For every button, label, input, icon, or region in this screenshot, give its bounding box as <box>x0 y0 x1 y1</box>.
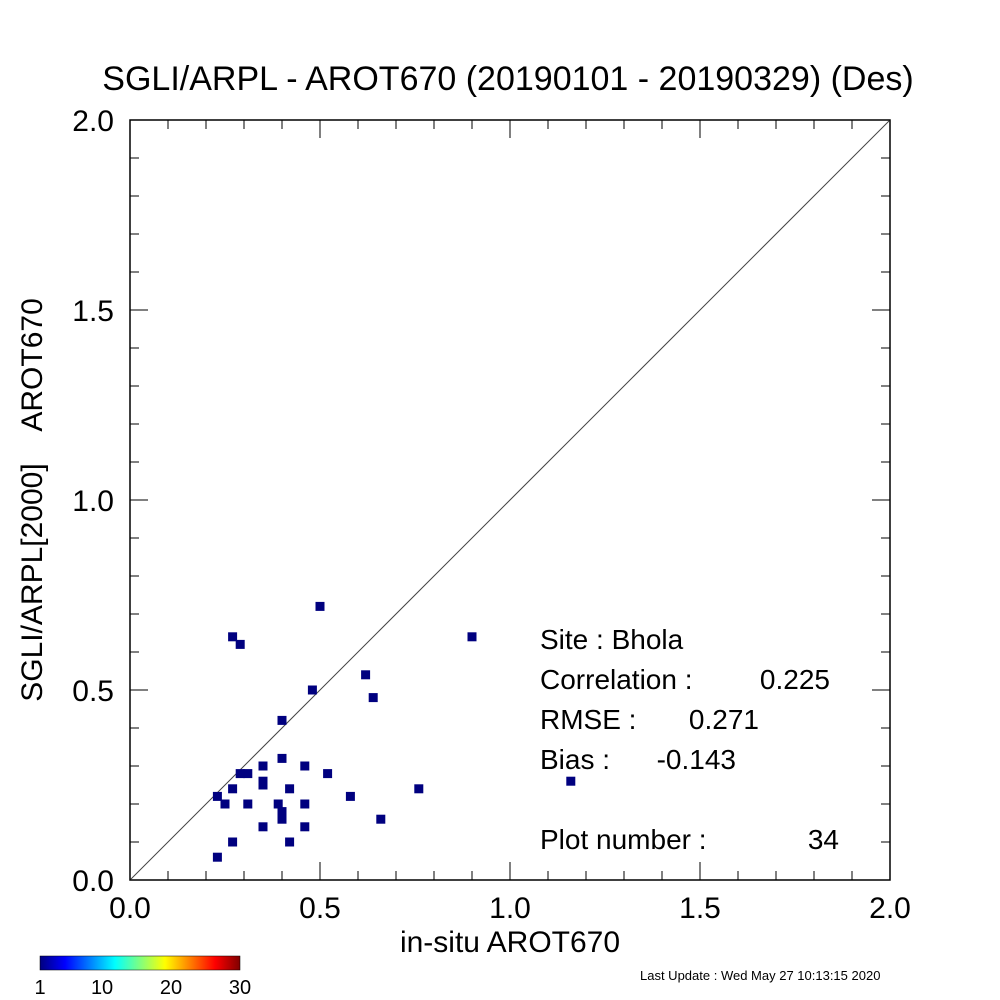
colorbar-tick-label: 20 <box>160 977 182 999</box>
data-point <box>258 761 268 771</box>
data-point <box>300 822 310 832</box>
data-point <box>315 601 325 611</box>
data-point <box>467 632 477 642</box>
one-to-one-line <box>129 119 891 881</box>
data-point <box>376 814 386 824</box>
site-label: Site : Bhola <box>540 624 684 655</box>
y-tick-labels: 0.0 0.5 1.0 1.5 2.0 <box>72 105 114 898</box>
data-points <box>212 601 576 862</box>
data-point <box>243 799 253 809</box>
data-point <box>361 670 371 680</box>
data-point <box>273 799 283 809</box>
x-tick-labels: 0.0 0.5 1.0 1.5 2.0 <box>109 892 911 925</box>
y-tick-label: 1.0 <box>72 485 114 518</box>
correlation-value: 0.225 <box>760 664 830 695</box>
x-axis-label: in-situ AROT670 <box>400 926 620 959</box>
y-tick-label: 0.0 <box>72 865 114 898</box>
data-point <box>277 753 287 763</box>
data-point <box>285 784 295 794</box>
data-point <box>212 791 222 801</box>
data-point <box>277 715 287 725</box>
data-point <box>235 769 245 779</box>
data-point <box>228 784 238 794</box>
colorbar <box>39 955 241 971</box>
rmse-value: 0.271 <box>689 704 759 735</box>
chart-title: SGLI/ARPL - AROT670 (20190101 - 20190329… <box>102 60 913 98</box>
x-tick-label: 0.0 <box>109 892 151 925</box>
correlation-label: Correlation : <box>540 664 693 695</box>
plot-number-label: Plot number : <box>540 824 707 855</box>
data-point <box>300 761 310 771</box>
colorbar-tick-label: 1 <box>34 977 45 999</box>
data-point <box>258 822 268 832</box>
data-point <box>277 814 287 824</box>
colorbar-tick-label: 30 <box>229 977 251 999</box>
data-point <box>323 769 333 779</box>
data-point <box>258 780 268 790</box>
y-axis-label: SGLI/ARPL[2000] AROT670 <box>16 298 49 702</box>
last-update-text: Last Update : Wed May 27 10:13:15 2020 <box>640 968 881 983</box>
data-point <box>277 807 287 817</box>
y-tick-label: 0.5 <box>72 675 114 708</box>
colorbar-tick-label: 10 <box>91 977 113 999</box>
data-point <box>235 639 245 649</box>
bias-label: Bias : <box>540 744 610 775</box>
stats-annotations: Site : Bhola Correlation : 0.225 RMSE : … <box>540 624 839 855</box>
x-ticks <box>129 120 891 880</box>
x-tick-label: 2.0 <box>869 892 911 925</box>
x-tick-label: 1.5 <box>679 892 721 925</box>
data-point <box>300 799 310 809</box>
data-point <box>220 799 230 809</box>
y-ticks <box>130 119 890 881</box>
data-point <box>285 837 295 847</box>
data-point <box>414 784 424 794</box>
data-point <box>228 632 238 642</box>
data-point <box>243 769 253 779</box>
data-point <box>307 685 317 695</box>
plot-number-value: 34 <box>808 824 839 855</box>
colorbar-tick-labels: 1 10 20 30 <box>34 977 251 999</box>
x-tick-label: 0.5 <box>299 892 341 925</box>
rmse-label: RMSE : <box>540 704 636 735</box>
data-point <box>228 837 238 847</box>
bias-value: -0.143 <box>657 744 736 775</box>
y-tick-label: 1.5 <box>72 295 114 328</box>
y-tick-label: 2.0 <box>72 105 114 138</box>
data-point <box>345 791 355 801</box>
data-point <box>212 852 222 862</box>
data-point <box>566 776 576 786</box>
data-point <box>368 693 378 703</box>
x-tick-label: 1.0 <box>489 892 531 925</box>
